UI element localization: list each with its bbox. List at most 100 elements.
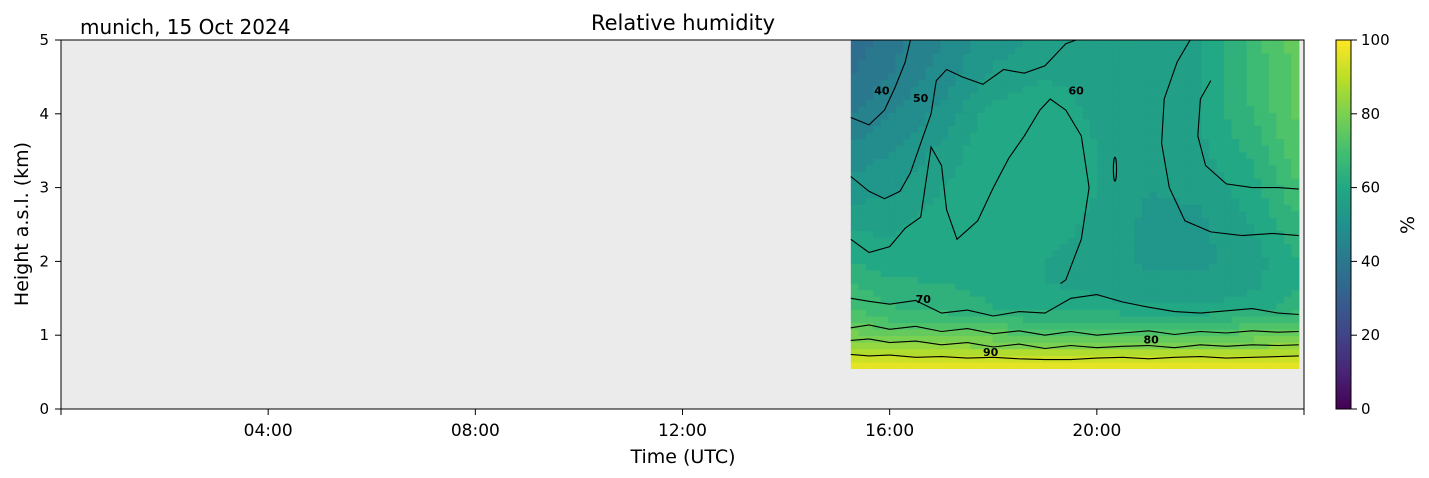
heatmap-cell: [940, 204, 949, 212]
heatmap-cell: [1268, 79, 1278, 87]
heatmap-cell: [880, 276, 889, 284]
heatmap-cell: [888, 204, 897, 212]
heatmap-cell: [1037, 204, 1046, 212]
heatmap-cell: [1089, 329, 1098, 337]
heatmap-cell: [1268, 118, 1278, 126]
heatmap-cell: [1186, 191, 1195, 199]
heatmap-cell: [1239, 263, 1248, 271]
heatmap-cell: [1171, 243, 1180, 251]
heatmap-cell: [1201, 256, 1210, 264]
heatmap-cell: [1171, 348, 1180, 356]
heatmap-cell: [1231, 348, 1240, 356]
heatmap-cell: [955, 40, 964, 48]
heatmap-cell: [910, 46, 919, 54]
heatmap-cell: [985, 125, 994, 133]
heatmap-cell: [977, 118, 986, 126]
heatmap-cell: [873, 361, 882, 370]
heatmap-cell: [1283, 164, 1292, 172]
heatmap-cell: [1119, 217, 1128, 225]
heatmap-cell: [873, 315, 882, 324]
heatmap-cell: [1201, 283, 1210, 291]
heatmap-cell: [918, 105, 927, 113]
heatmap-cell: [947, 177, 956, 186]
heatmap-cell: [1082, 361, 1091, 370]
heatmap-cell: [1171, 210, 1180, 218]
heatmap-cell: [962, 315, 971, 324]
heatmap-cell: [1231, 263, 1240, 271]
heatmap-cell: [1171, 125, 1180, 133]
heatmap-cell: [1119, 40, 1128, 48]
heatmap-cell: [895, 138, 904, 146]
heatmap-cell: [1119, 131, 1128, 140]
heatmap-cell: [888, 217, 897, 225]
heatmap-cell: [918, 243, 927, 251]
heatmap-cell: [1059, 171, 1068, 179]
heatmap-cell: [1261, 210, 1270, 218]
heatmap-cell: [1149, 125, 1158, 133]
heatmap-cell: [962, 269, 971, 278]
heatmap-cell: [992, 269, 1001, 278]
heatmap-cell: [888, 177, 897, 186]
heatmap-cell: [1052, 342, 1061, 350]
heatmap-cell: [970, 40, 979, 48]
heatmap-cell: [1179, 210, 1188, 218]
heatmap-cell: [1254, 335, 1263, 343]
heatmap-cell: [873, 177, 882, 186]
heatmap-cell: [1044, 40, 1054, 48]
heatmap-cell: [940, 105, 949, 113]
heatmap-cell: [1142, 99, 1151, 107]
heatmap-cell: [962, 355, 971, 363]
heatmap-cell: [1276, 158, 1285, 166]
heatmap-cell: [903, 105, 912, 113]
heatmap-cell: [962, 85, 971, 94]
heatmap-cell: [865, 53, 874, 61]
heatmap-cell: [1231, 131, 1240, 140]
heatmap-cell: [1082, 138, 1091, 146]
heatmap-cell: [1007, 197, 1016, 205]
heatmap-cell: [1015, 79, 1024, 87]
heatmap-cell: [1052, 118, 1061, 126]
heatmap-cell: [1022, 250, 1031, 258]
heatmap-cell: [1074, 256, 1083, 264]
heatmap-cell: [1074, 112, 1083, 120]
heatmap-cell: [1112, 269, 1121, 278]
heatmap-cell: [932, 177, 942, 186]
heatmap-cell: [970, 184, 979, 192]
heatmap-cell: [1059, 138, 1068, 146]
heatmap-cell: [1209, 230, 1218, 238]
heatmap-cell: [1194, 283, 1203, 291]
heatmap-cell: [1283, 53, 1292, 61]
heatmap-cell: [1216, 177, 1225, 186]
heatmap-cell: [955, 361, 964, 370]
heatmap-cell: [1142, 210, 1151, 218]
heatmap-cell: [1171, 315, 1180, 324]
heatmap-cell: [888, 223, 897, 232]
heatmap-cell: [1119, 197, 1128, 205]
heatmap-cell: [1134, 164, 1143, 172]
heatmap-cell: [918, 92, 927, 100]
heatmap-cell: [932, 296, 942, 304]
heatmap-cell: [1000, 197, 1009, 205]
heatmap-cell: [1194, 256, 1203, 264]
heatmap-cell: [985, 158, 994, 166]
heatmap-cell: [1022, 53, 1031, 61]
heatmap-cell: [1112, 355, 1121, 363]
heatmap-cell: [1044, 59, 1054, 67]
heatmap-cell: [992, 40, 1001, 48]
heatmap-cell: [1171, 158, 1180, 166]
heatmap-cell: [1194, 92, 1203, 100]
heatmap-cell: [1044, 329, 1054, 337]
heatmap-cell: [865, 263, 874, 271]
heatmap-cell: [1127, 302, 1136, 310]
heatmap-cell: [1142, 151, 1151, 159]
heatmap-cell: [858, 204, 867, 212]
heatmap-cell: [1007, 66, 1016, 74]
heatmap-cell: [1097, 361, 1106, 370]
heatmap-cell: [865, 302, 874, 310]
heatmap-cell: [1268, 191, 1278, 199]
heatmap-cell: [1059, 145, 1068, 153]
heatmap-cell: [1037, 85, 1046, 94]
heatmap-cell: [1097, 263, 1106, 271]
heatmap-cell: [1000, 131, 1009, 140]
heatmap-cell: [1164, 40, 1173, 48]
